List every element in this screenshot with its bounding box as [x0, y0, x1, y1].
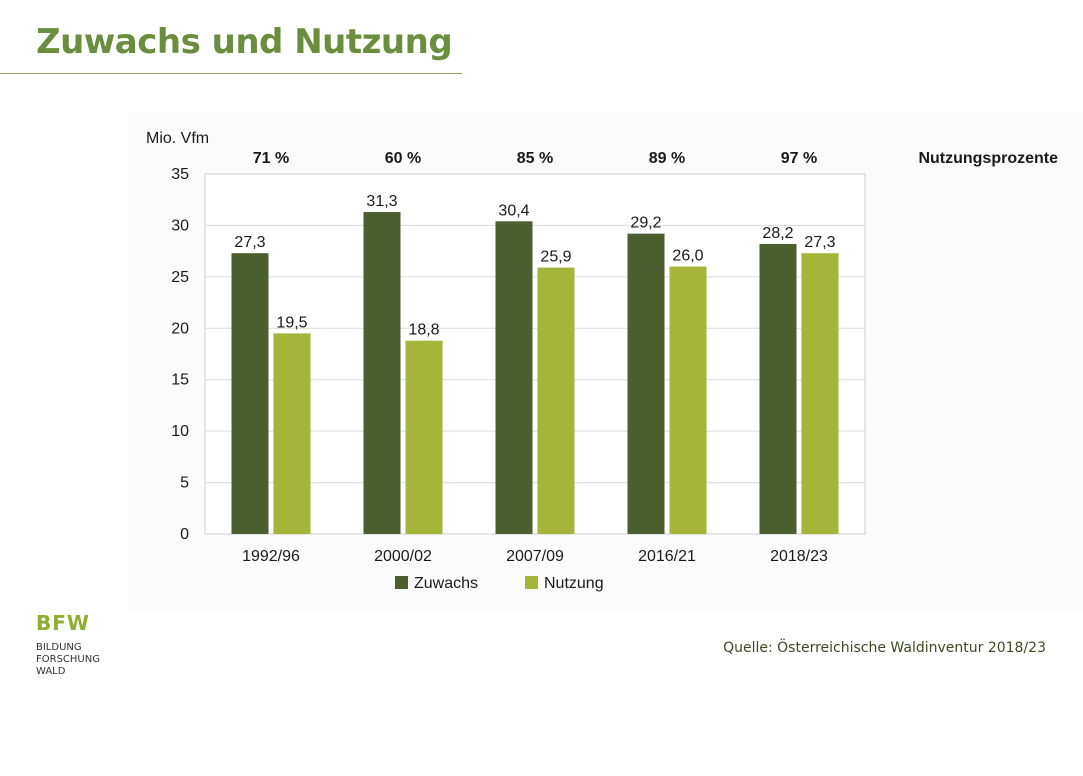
y-tick-label: 30: [171, 217, 189, 234]
legend-swatch-zuwachs: [395, 576, 408, 589]
legend-swatch-nutzung: [525, 576, 538, 589]
bar-zuwachs: [759, 243, 797, 534]
y-tick-label: 15: [171, 372, 189, 389]
x-tick-label: 2007/09: [506, 548, 564, 565]
x-tick-label: 2016/21: [638, 548, 696, 565]
bar-chart: 0 5 10 15 20 25 30 35 Mio. Vfm Nutzungsprozente 71…: [146, 130, 1058, 592]
title-divider: [0, 73, 462, 74]
bar-nutzung: [405, 340, 443, 534]
bar-nutzung: [537, 267, 575, 534]
data-label: 27,3: [234, 234, 265, 251]
percent-label: 71 %: [253, 150, 289, 167]
logo-line-1: BILDUNG: [36, 642, 82, 653]
y-tick-label: 0: [180, 526, 189, 543]
percent-label: 60 %: [385, 150, 421, 167]
x-tick-label: 1992/96: [242, 548, 300, 565]
data-label: 25,9: [540, 249, 571, 266]
data-label: 31,3: [366, 193, 397, 210]
legend-label-zuwachs: Zuwachs: [414, 575, 478, 592]
legend-label-nutzung: Nutzung: [544, 575, 604, 592]
bar-zuwachs: [495, 221, 533, 535]
x-tick-label: 2000/02: [374, 548, 432, 565]
bar-zuwachs: [627, 233, 665, 534]
data-label: 26,0: [672, 248, 703, 265]
y-tick-label: 25: [171, 269, 189, 286]
data-label: 29,2: [630, 215, 661, 232]
y-axis-label: Mio. Vfm: [146, 130, 209, 147]
percent-label: 97 %: [781, 150, 817, 167]
source-note: Quelle: Österreichische Waldinventur 201…: [723, 640, 1046, 656]
bar-nutzung: [801, 253, 839, 534]
percent-row-label: Nutzungsprozente: [918, 150, 1058, 167]
logo-line-2: FORSCHUNG: [36, 654, 100, 665]
data-label: 27,3: [804, 234, 835, 251]
bar-zuwachs: [231, 253, 269, 534]
bfw-logo: BFW BILDUNG FORSCHUNG WALD: [36, 612, 100, 678]
chart-panel: 0 5 10 15 20 25 30 35 Mio. Vfm Nutzungsprozente 71…: [128, 112, 1083, 610]
percent-label: 85 %: [517, 150, 553, 167]
y-tick-label: 35: [171, 166, 189, 183]
logo-line-3: WALD: [36, 666, 66, 677]
logo-mark: BFW: [36, 611, 90, 635]
bar-nutzung: [669, 266, 707, 534]
bar-nutzung: [273, 333, 311, 534]
percent-label: 89 %: [649, 150, 685, 167]
plot-area: [204, 173, 866, 535]
data-label: 30,4: [498, 202, 529, 219]
data-label: 28,2: [762, 225, 793, 242]
bar-zuwachs: [363, 212, 401, 535]
data-label: 19,5: [276, 314, 307, 331]
y-tick-label: 10: [171, 423, 189, 440]
y-tick-label: 5: [180, 475, 189, 492]
y-tick-label: 20: [171, 320, 189, 337]
page-title: Zuwachs und Nutzung: [36, 22, 453, 62]
x-tick-label: 2018/23: [770, 548, 828, 565]
data-label: 18,8: [408, 322, 439, 339]
